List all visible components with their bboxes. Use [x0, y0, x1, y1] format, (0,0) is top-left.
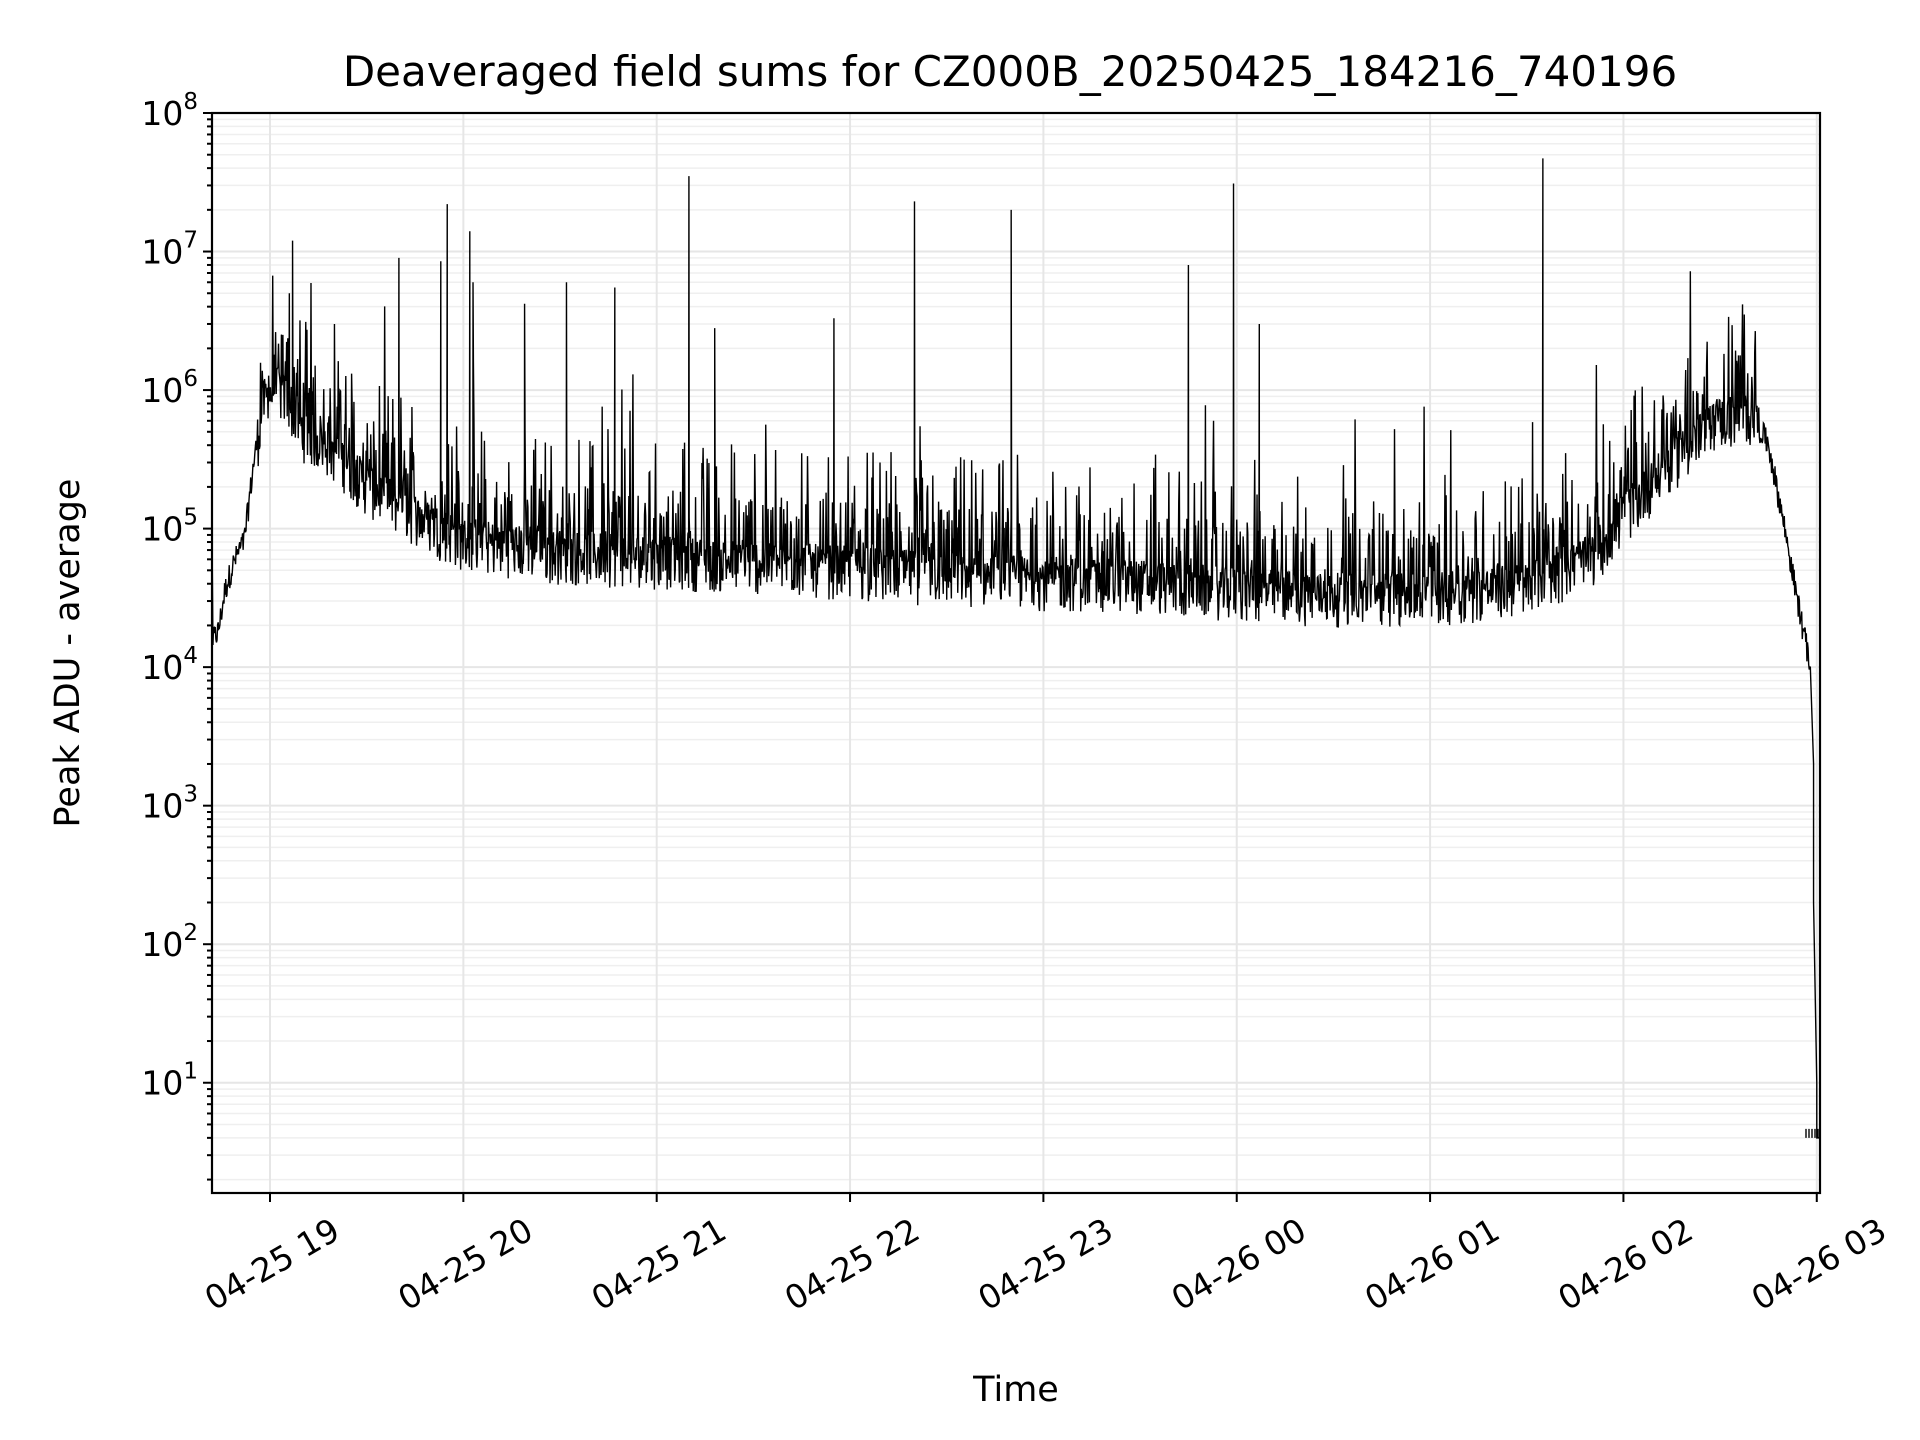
y-tick-label: 108 [141, 89, 198, 133]
x-tick-label: 04-26 00 [1165, 1210, 1313, 1318]
y-tick-label: 103 [141, 782, 198, 826]
plot-frame [210, 111, 1822, 1195]
x-tick-label: 04-25 22 [778, 1210, 926, 1318]
x-tick-label: 04-25 19 [198, 1210, 346, 1318]
y-tick-label: 102 [141, 920, 198, 964]
chart-title: Deaveraged field sums for CZ000B_2025042… [343, 47, 1677, 96]
y-axis: 101 102 103 104 105 106 107 108 [141, 89, 212, 1181]
x-axis-label: Time [972, 1370, 1059, 1410]
y-tick-label: 104 [141, 643, 198, 687]
x-tick-label: 04-26 01 [1358, 1210, 1506, 1318]
series-layer [211, 158, 1820, 1156]
grid [212, 112, 1820, 1193]
x-tick-label: 04-26 02 [1551, 1210, 1699, 1318]
y-tick-label: 105 [141, 505, 198, 549]
x-tick-label: 04-25 23 [971, 1210, 1119, 1318]
y-tick-label: 101 [141, 1059, 198, 1103]
y-axis-label: Peak ADU - average [48, 479, 88, 828]
x-tick-label: 04-25 20 [391, 1210, 539, 1318]
x-axis: 04-25 19 04-25 20 04-25 21 04-25 22 04-25 23… [198, 1193, 1893, 1318]
y-tick-label: 107 [141, 228, 198, 272]
series-line [211, 158, 1820, 1156]
y-tick-label: 106 [141, 366, 198, 410]
x-tick-label: 04-25 21 [585, 1210, 733, 1318]
x-tick-label: 04-26 03 [1745, 1210, 1893, 1318]
